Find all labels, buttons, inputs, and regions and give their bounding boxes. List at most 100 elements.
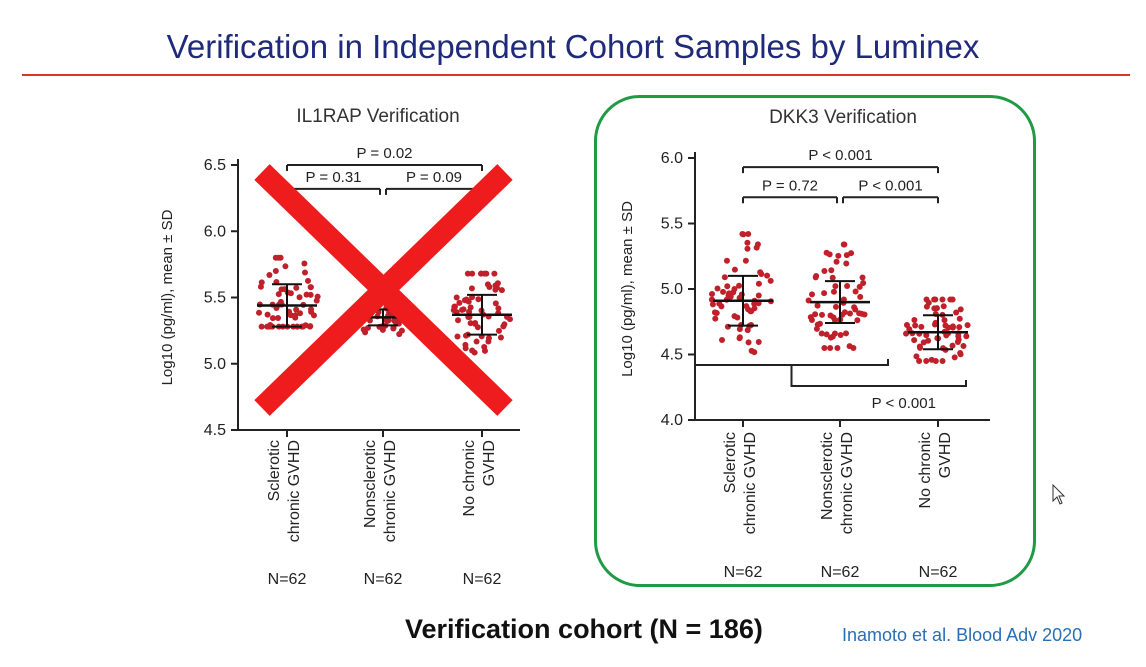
y-tick-label: 4.0 — [661, 412, 683, 429]
data-point — [475, 296, 482, 303]
data-point — [856, 283, 863, 290]
chart-title: IL1RAP Verification — [296, 106, 459, 127]
data-point — [808, 291, 815, 298]
x-category-label: No chronic — [917, 432, 934, 508]
comparison-bracket — [385, 187, 483, 195]
data-point — [918, 323, 925, 330]
data-point — [953, 309, 960, 316]
data-point — [725, 290, 732, 297]
data-point — [957, 349, 964, 356]
data-point — [932, 358, 939, 365]
dkk3-highlight-frame — [594, 95, 1036, 587]
data-point — [287, 290, 294, 297]
data-point — [367, 302, 374, 309]
data-point — [828, 267, 835, 274]
data-point — [744, 239, 751, 246]
data-point — [472, 319, 479, 326]
data-point — [743, 303, 750, 310]
data-point — [740, 231, 747, 238]
data-point — [724, 323, 731, 330]
data-point — [923, 358, 930, 365]
y-axis-label: Log10 (pg/ml), mean ± SD — [619, 201, 636, 377]
data-point — [823, 249, 830, 256]
data-point — [943, 332, 950, 339]
x-category-label: chronic GVHD — [286, 440, 303, 542]
sample-size-label: N=62 — [268, 571, 307, 588]
x-category-label: No chronic — [461, 440, 478, 516]
data-point — [843, 260, 850, 267]
comparison-bracket — [790, 364, 967, 387]
data-point — [764, 272, 771, 279]
data-point — [736, 334, 743, 341]
data-point — [388, 295, 395, 302]
x-category-label: chronic GVHD — [382, 440, 399, 542]
data-point — [355, 305, 362, 312]
data-point — [913, 353, 920, 360]
data-point — [827, 334, 834, 341]
data-point — [462, 345, 469, 352]
data-point — [940, 303, 947, 310]
data-point — [713, 309, 720, 316]
mouse-cursor-icon — [1052, 484, 1066, 505]
data-point — [956, 324, 963, 331]
y-tick-label: 5.5 — [204, 290, 226, 307]
data-point — [941, 317, 948, 324]
x-category-label: Sclerotic — [266, 440, 283, 501]
data-point — [709, 290, 716, 297]
data-point — [827, 312, 834, 319]
data-point — [495, 305, 502, 312]
data-point — [829, 274, 836, 281]
data-point — [744, 327, 751, 334]
data-point — [256, 309, 263, 316]
comparison-bracket — [842, 196, 939, 204]
data-point — [821, 344, 828, 351]
data-point — [843, 252, 850, 259]
data-point — [379, 326, 386, 333]
y-tick-label: 6.0 — [204, 223, 226, 240]
data-point — [745, 339, 752, 346]
data-point — [307, 323, 314, 330]
sample-size-label: N=62 — [463, 571, 502, 588]
data-point — [297, 310, 304, 317]
y-tick-label: 5.0 — [661, 281, 683, 298]
data-point — [398, 327, 405, 334]
y-tick-label: 5.5 — [661, 216, 683, 233]
data-points-group — [256, 254, 321, 330]
data-point — [931, 296, 938, 303]
data-point — [495, 327, 502, 334]
data-point — [469, 270, 476, 277]
comparison-bracket — [742, 166, 939, 174]
data-point — [742, 257, 749, 264]
data-point — [301, 260, 308, 267]
data-point — [923, 303, 930, 310]
y-tick-label: 4.5 — [661, 347, 683, 364]
data-point — [957, 306, 964, 313]
data-point — [814, 321, 821, 328]
slide-title: Verification in Independent Cohort Sampl… — [166, 28, 980, 65]
data-point — [939, 296, 946, 303]
data-point — [372, 297, 379, 304]
data-point — [933, 305, 940, 312]
y-axis-label: Log10 (pg/ml), mean ± SD — [159, 209, 176, 385]
il1rap-chart: IL1RAP Verification 4.5 5.0 5.5 6.0 6.5 Log10 … — [159, 106, 520, 588]
data-point — [314, 293, 321, 300]
data-point — [731, 285, 738, 292]
p-value-label: P < 0.001 — [808, 147, 872, 164]
data-point — [923, 332, 930, 339]
data-point — [721, 274, 728, 281]
data-point — [272, 254, 279, 261]
data-point — [293, 284, 300, 291]
y-tick-label: 4.5 — [204, 422, 226, 439]
data-point — [266, 272, 273, 279]
data-point — [277, 298, 284, 305]
data-point — [404, 308, 411, 315]
data-point — [819, 311, 826, 318]
data-point — [942, 322, 949, 329]
data-point — [757, 269, 764, 276]
data-point — [939, 358, 946, 365]
sample-size-label: N=62 — [724, 564, 763, 581]
data-point — [767, 277, 774, 284]
data-point — [852, 306, 859, 313]
data-point — [846, 343, 853, 350]
data-point — [272, 267, 279, 274]
